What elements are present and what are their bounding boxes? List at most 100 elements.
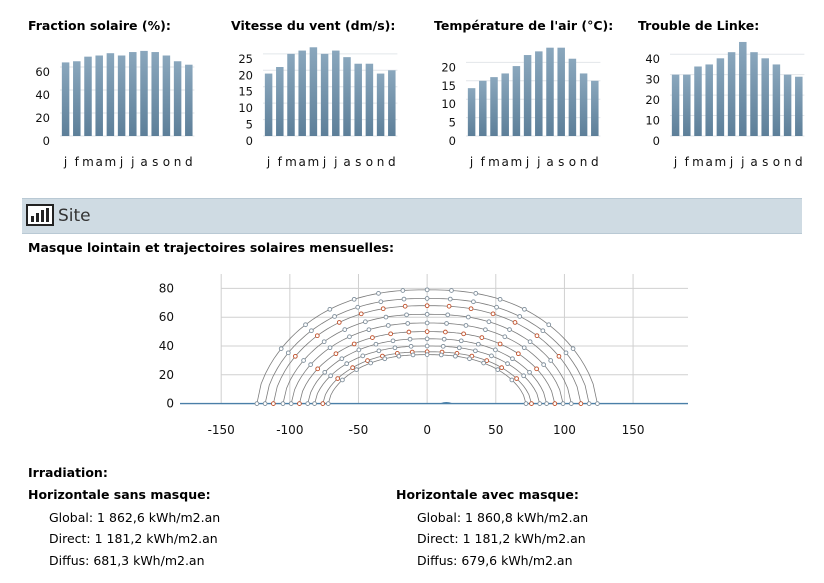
y-tick-label: 40: [35, 88, 50, 102]
sun-path-point: [499, 365, 505, 371]
y-tick-label: 0: [246, 134, 253, 148]
sun-path-point: [424, 329, 430, 334]
bar: [557, 47, 565, 136]
sun-path-point: [271, 401, 276, 406]
sun-path-chart: 0 20 40 60 80 -150 -100 -50 0 50 100 150: [159, 274, 688, 437]
sun-path-point: [424, 336, 430, 342]
x-tick-label: -50: [349, 423, 369, 437]
sun-path-point: [280, 401, 286, 406]
mini-chart-wind-speed: Vitesse du vent (dm/s): 0 5 10 15 20 25 j f m a m j…: [231, 14, 421, 174]
month-label: o: [163, 155, 170, 169]
y-tick-label: 5: [246, 118, 253, 132]
sun-path-point: [368, 360, 373, 366]
y-tick-label: 15: [238, 85, 253, 99]
sun-path-point: [444, 321, 449, 326]
sun-path-point: [365, 358, 370, 363]
month-label: m: [511, 155, 523, 169]
sun-path-point: [376, 348, 382, 354]
sun-path-point: [335, 376, 341, 381]
sun-path-point: [507, 327, 512, 332]
sun-path-point: [521, 345, 527, 351]
sun-path-point: [303, 322, 308, 328]
sun-path-point: [262, 401, 268, 406]
bar: [579, 73, 588, 136]
sun-path-point: [486, 319, 492, 325]
irradiation-right-global: Global: 1 860,8 kWh/m2.an: [417, 510, 589, 525]
y-tick-label: 60: [159, 310, 174, 324]
y-tick-label: 20: [645, 93, 660, 107]
y-tick-label: 20: [441, 60, 456, 74]
sun-path-point: [510, 356, 515, 362]
sun-path-point: [370, 335, 375, 340]
mini-chart-title: Vitesse du vent (dm/s):: [231, 18, 396, 33]
bar: [173, 61, 182, 136]
sun-path-point: [332, 314, 337, 319]
month-label: a: [750, 155, 757, 169]
y-tick-label: 5: [449, 116, 456, 130]
sun-path-point: [484, 358, 490, 363]
sun-path-point: [342, 327, 348, 332]
month-label: m: [285, 155, 297, 169]
x-tick-label: 50: [488, 423, 503, 437]
bar: [568, 58, 577, 136]
sun-path-point: [512, 320, 518, 325]
bar: [535, 51, 543, 136]
y-tick-label: 30: [645, 73, 660, 87]
sun-path-point: [495, 367, 501, 373]
month-label: d: [795, 155, 803, 169]
sun-path-point: [465, 314, 471, 320]
sun-path-point: [440, 343, 446, 349]
section-title: Site: [58, 206, 91, 226]
sun-path-point: [373, 341, 379, 347]
sun-path-point: [443, 329, 448, 335]
bar-chart-icon: [26, 204, 54, 226]
month-label: m: [82, 155, 94, 169]
bar: [591, 80, 599, 136]
sun-path-point: [344, 361, 350, 367]
bar: [117, 55, 126, 136]
month-label: o: [569, 155, 576, 169]
month-label: j: [469, 155, 473, 169]
sun-path-point: [534, 333, 540, 339]
sun-path-point: [509, 377, 515, 383]
month-label: s: [355, 155, 361, 169]
bar: [162, 55, 171, 136]
sun-path-point: [441, 336, 447, 342]
sun-path-point: [556, 353, 562, 359]
sun-path-point: [309, 328, 314, 334]
horizon-mask-bump: [440, 401, 453, 405]
month-label: j: [525, 155, 529, 169]
sun-path-point: [408, 343, 414, 349]
sun-path-point: [560, 401, 566, 406]
bar: [106, 53, 115, 137]
sun-path-point: [438, 352, 444, 358]
y-tick-label: 0: [653, 134, 660, 148]
sun-path-point: [461, 331, 466, 337]
sun-path-point: [523, 401, 529, 406]
sun-path-point: [314, 333, 320, 339]
bar: [739, 41, 747, 137]
sun-path-point: [453, 353, 458, 359]
sun-path-point: [490, 311, 496, 317]
y-tick-label: 0: [449, 134, 456, 148]
sun-path-point: [458, 338, 464, 344]
sun-path-point: [424, 303, 430, 309]
sun-path-point: [333, 351, 339, 357]
sun-path-point: [392, 345, 398, 351]
sun-path-point: [336, 320, 342, 325]
sun-path-point: [383, 314, 389, 320]
sun-path-point: [475, 341, 481, 347]
irradiation-right-diffuse: Diffus: 679,6 kWh/m2.an: [417, 553, 573, 568]
y-tick-label: 0: [43, 134, 50, 148]
section-header-site[interactable]: Site: [22, 198, 802, 234]
sun-path-point: [570, 346, 576, 351]
month-label: o: [366, 155, 373, 169]
bar: [501, 73, 509, 136]
irradiation-left-global: Global: 1 862,6 kWh/m2.an: [49, 510, 221, 525]
irradiation-title: Irradiation:: [28, 465, 108, 480]
irradiation-right-heading: Horizontale avec masque:: [396, 487, 579, 502]
sun-path-point: [424, 311, 430, 317]
bar: [320, 53, 329, 136]
bar: [671, 74, 680, 136]
